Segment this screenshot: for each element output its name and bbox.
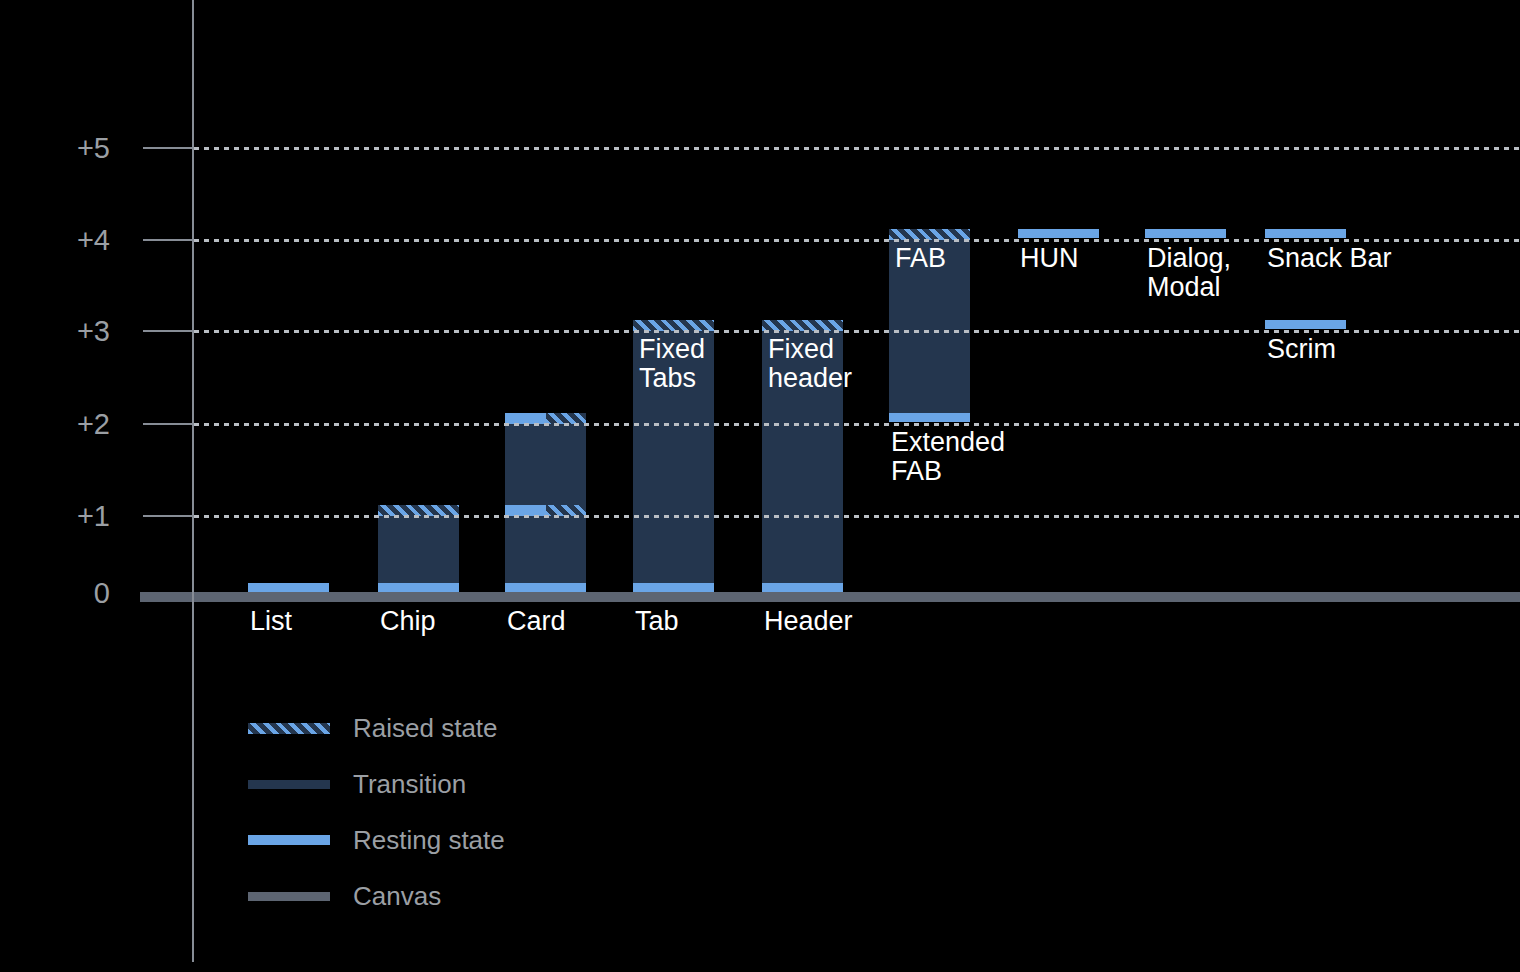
canvas-swatch xyxy=(248,892,330,901)
gridline-4 xyxy=(194,239,1520,242)
canvas-bar xyxy=(140,592,1520,602)
component-chip-label: Chip xyxy=(380,607,436,636)
axis-tick-5 xyxy=(143,147,193,149)
raised-swatch xyxy=(248,723,330,734)
component-chip-transition-segment xyxy=(378,516,459,583)
component-scrim-resting-segment xyxy=(1265,320,1346,329)
y-axis-label-0: 0 xyxy=(0,578,110,608)
y-axis-label-1: +1 xyxy=(0,501,110,531)
legend-label-raised-state: Raised state xyxy=(353,715,498,741)
component-list-label: List xyxy=(250,607,292,636)
component-scrim-label: Scrim xyxy=(1267,335,1336,364)
component-header-resting-segment xyxy=(762,583,843,592)
component-dialog-modal-label: Dialog, Modal xyxy=(1147,244,1231,302)
gridline-2 xyxy=(194,423,1520,426)
component-header-inner-label: Fixed header xyxy=(768,335,852,393)
component-snack-bar-label: Snack Bar xyxy=(1267,244,1392,273)
component-extended-fab-inner-label: FAB xyxy=(895,244,946,273)
component-card-label: Card xyxy=(507,607,566,636)
component-card-transition-segment xyxy=(505,424,586,583)
legend-item-resting-state: Resting state xyxy=(248,828,505,852)
component-card-resting-segment xyxy=(505,583,586,592)
component-extended-fab-label: Extended FAB xyxy=(891,428,1005,486)
legend-label-transition: Transition xyxy=(353,771,466,797)
component-extended-fab-resting-segment xyxy=(889,413,970,422)
legend-item-raised-state: Raised state xyxy=(248,716,498,740)
axis-tick-1 xyxy=(143,515,193,517)
legend-item-transition: Transition xyxy=(248,772,466,796)
component-dialog-modal-resting-segment xyxy=(1145,229,1226,238)
legend-label-canvas: Canvas xyxy=(353,883,441,909)
axis-tick-2 xyxy=(143,423,193,425)
component-hun-resting-segment xyxy=(1018,229,1099,238)
legend-item-canvas: Canvas xyxy=(248,884,441,908)
component-header-label: Header xyxy=(764,607,853,636)
y-axis-label-5: +5 xyxy=(0,133,110,163)
component-tab-resting-segment xyxy=(633,583,714,592)
transition-swatch xyxy=(248,780,330,789)
component-list-resting-segment xyxy=(248,583,329,592)
component-snack-bar-resting-segment xyxy=(1265,229,1346,238)
gridline-3 xyxy=(194,330,1520,333)
gridline-1 xyxy=(194,515,1520,518)
component-tab-inner-label: Fixed Tabs xyxy=(639,335,705,393)
gridline-5 xyxy=(194,147,1520,150)
axis-tick-4 xyxy=(143,239,193,241)
legend-label-resting-state: Resting state xyxy=(353,827,505,853)
component-chip-resting-segment xyxy=(378,583,459,592)
elevation-chart: Raised state Transition Resting state Canva… xyxy=(0,0,1520,972)
legend: Raised state Transition Resting state Canva… xyxy=(0,700,760,930)
axis-tick-3 xyxy=(143,330,193,332)
component-hun-label: HUN xyxy=(1020,244,1079,273)
y-axis-label-4: +4 xyxy=(0,225,110,255)
y-axis-label-3: +3 xyxy=(0,316,110,346)
component-tab-label: Tab xyxy=(635,607,679,636)
y-axis-label-2: +2 xyxy=(0,409,110,439)
resting-swatch xyxy=(248,835,330,845)
